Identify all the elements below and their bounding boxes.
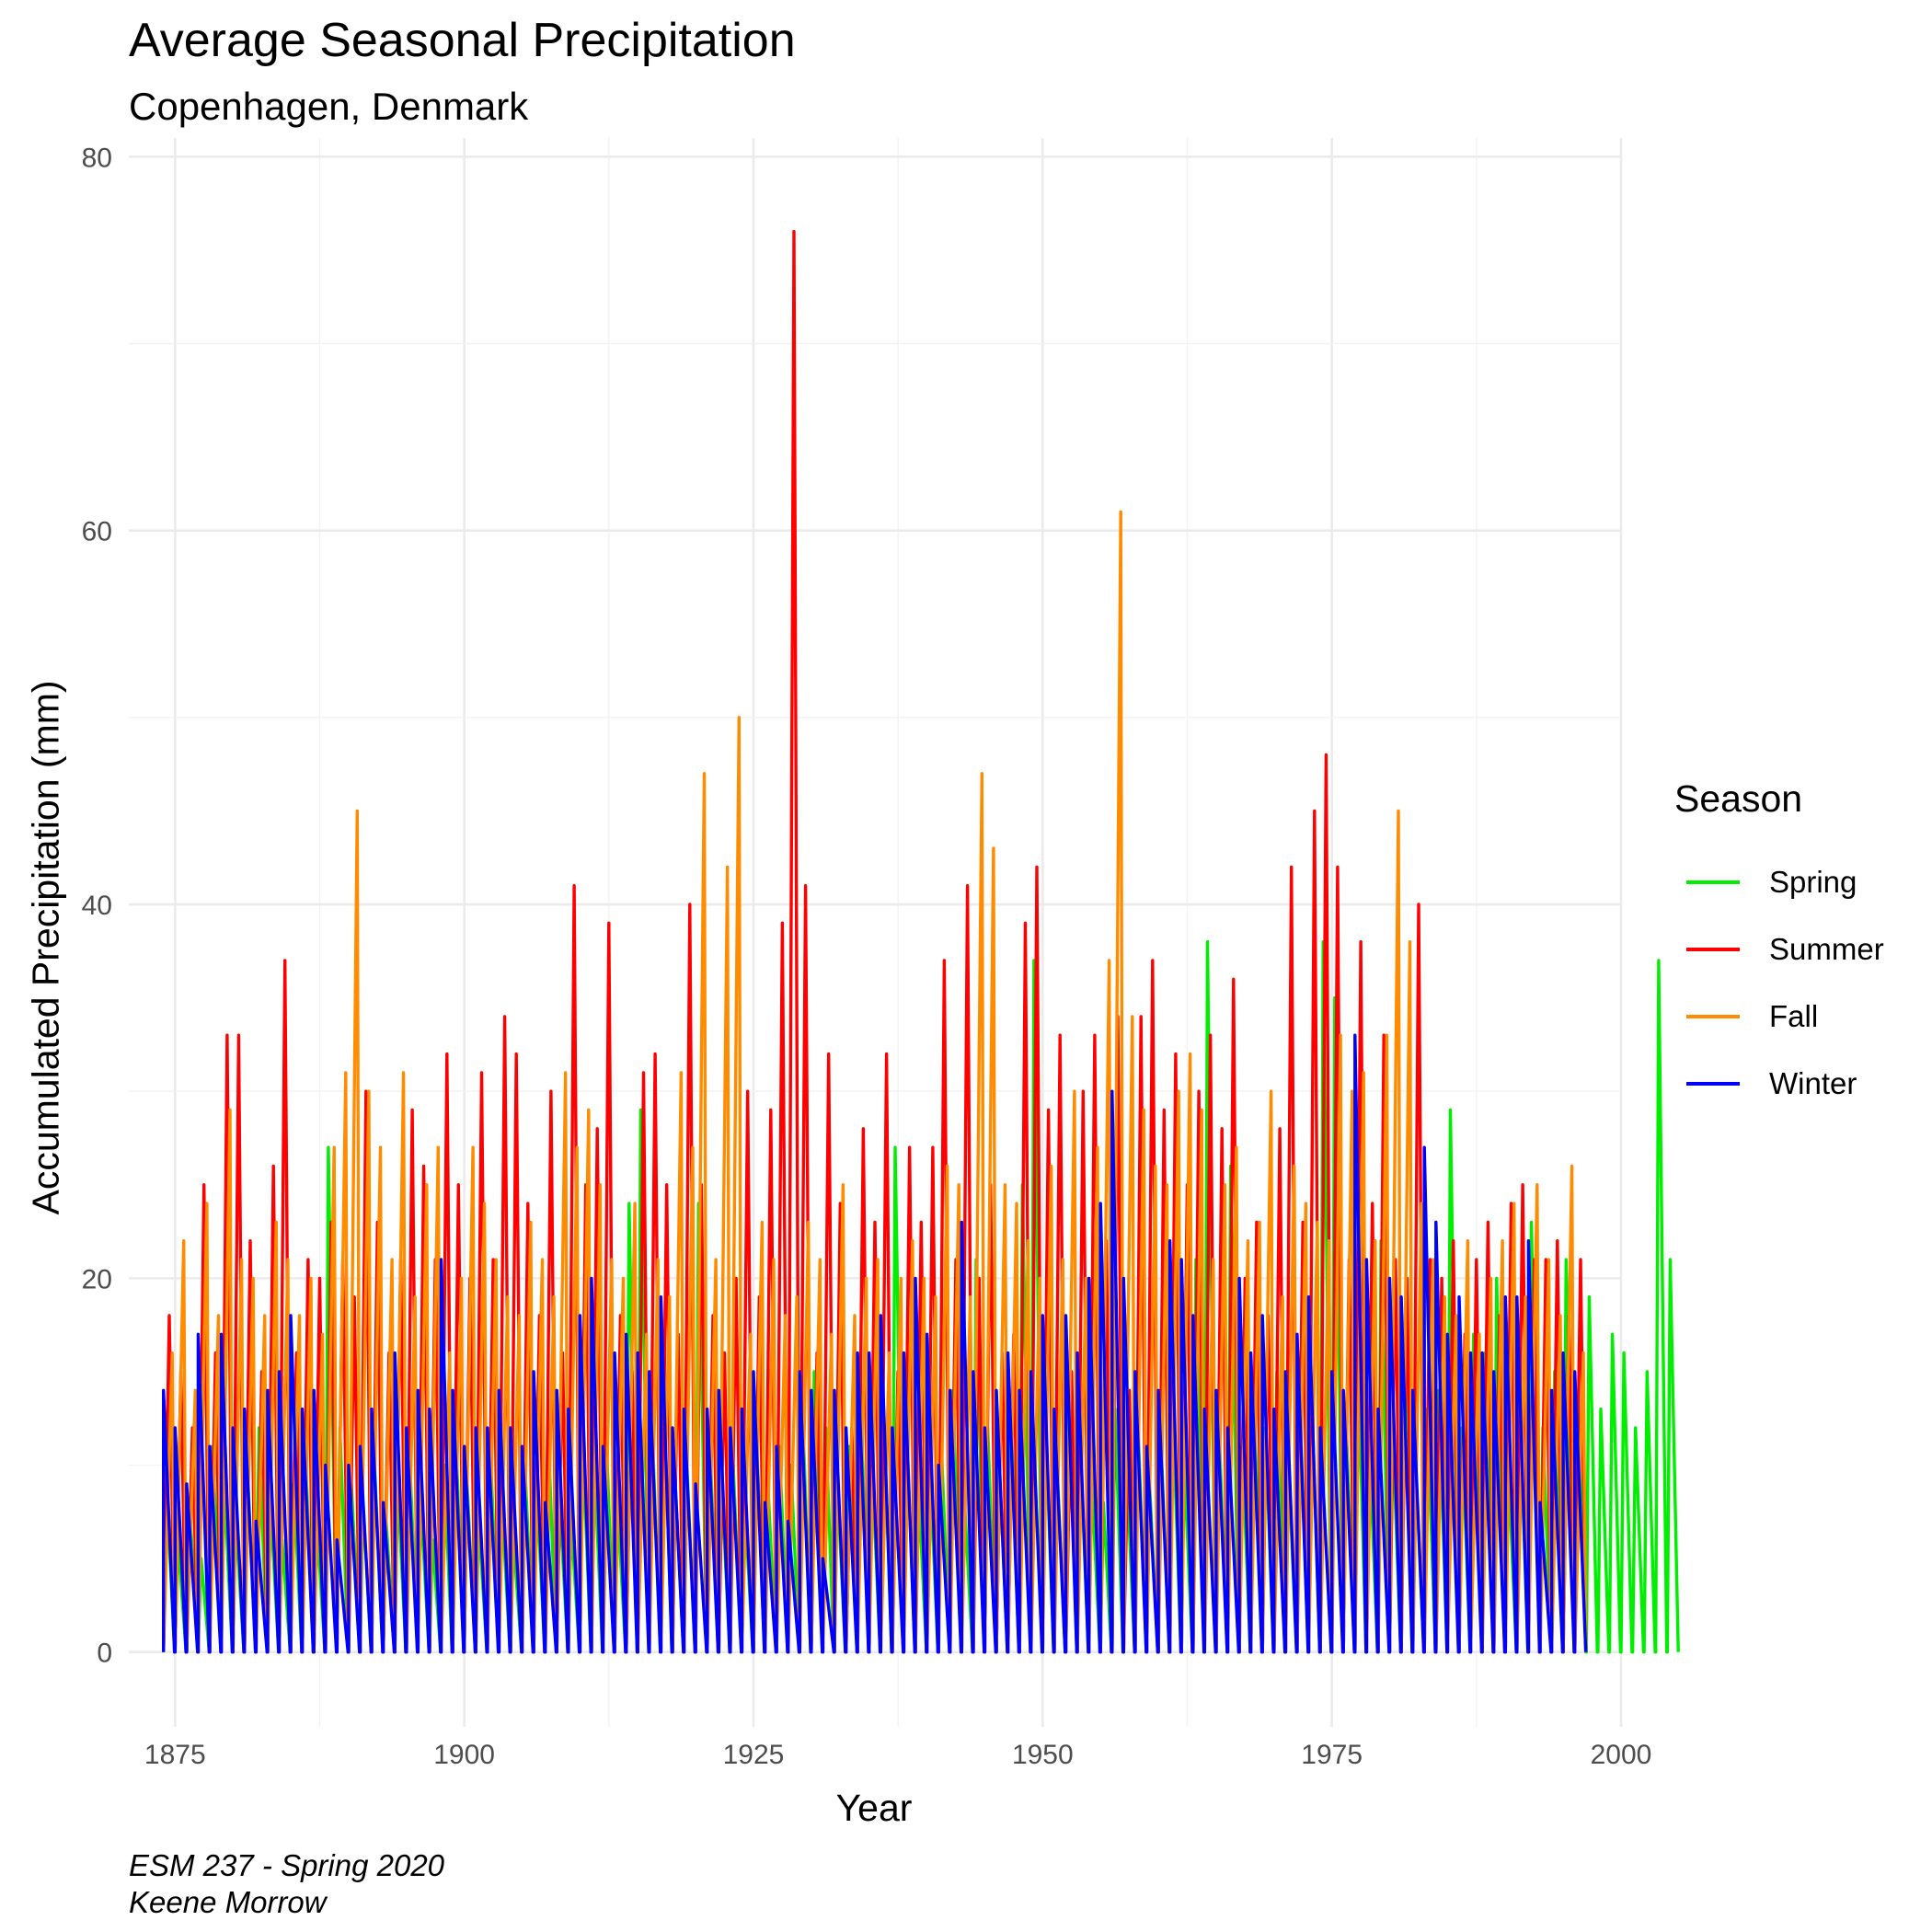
- legend-label-spring: Spring: [1769, 864, 1857, 899]
- y-tick-label: 0: [97, 1639, 112, 1669]
- legend-label-fall: Fall: [1769, 998, 1819, 1033]
- caption-line-author: Keene Morrow: [129, 1885, 327, 1919]
- x-tick-label: 1875: [144, 1740, 206, 1770]
- legend: Season Spring Summer Fall Winter: [1674, 777, 1884, 1117]
- legend-title: Season: [1674, 777, 1803, 820]
- y-axis-title-wrapper: Accumulated Precipitation (mm): [9, 0, 83, 1932]
- legend-item-winter: Winter: [1674, 1050, 1884, 1117]
- y-tick-label: 80: [82, 143, 112, 173]
- x-tick-label: 1925: [723, 1740, 785, 1770]
- chart-subtitle: Copenhagen, Denmark: [129, 85, 529, 128]
- axis-ticks: 1875 1900 1925 1950 1975 2000 0 20 40 60 80: [82, 143, 1652, 1770]
- chart-title: Average Seasonal Precipitation: [129, 14, 796, 67]
- y-tick-label: 40: [82, 891, 112, 921]
- legend-item-summer: Summer: [1674, 915, 1884, 983]
- x-tick-label: 1900: [433, 1740, 495, 1770]
- legend-label-winter: Winter: [1769, 1065, 1857, 1100]
- x-tick-label: 2000: [1591, 1740, 1652, 1770]
- x-tick-label: 1975: [1301, 1740, 1363, 1770]
- legend-label-summer: Summer: [1769, 931, 1884, 966]
- legend-item-spring: Spring: [1674, 848, 1884, 915]
- legend-key-fall: [1686, 1014, 1740, 1018]
- series-line-winter: [161, 1033, 1588, 1654]
- series-lines: [161, 229, 1680, 1654]
- caption: ESM 237 - Spring 2020 Keene Morrow: [129, 1847, 444, 1921]
- legend-key-winter: [1686, 1081, 1740, 1086]
- y-tick-label: 60: [82, 517, 112, 547]
- legend-key-summer: [1686, 947, 1740, 951]
- series-line-fall: [162, 510, 1588, 1654]
- legend-key-spring: [1686, 880, 1740, 884]
- legend-item-fall: Fall: [1674, 983, 1884, 1050]
- y-tick-label: 20: [82, 1264, 112, 1294]
- x-axis-title: Year: [835, 1787, 913, 1829]
- y-axis-title: Accumulated Precipitation (mm): [24, 680, 67, 1215]
- x-tick-label: 1950: [1012, 1740, 1074, 1770]
- caption-line-course: ESM 237 - Spring 2020: [129, 1848, 445, 1882]
